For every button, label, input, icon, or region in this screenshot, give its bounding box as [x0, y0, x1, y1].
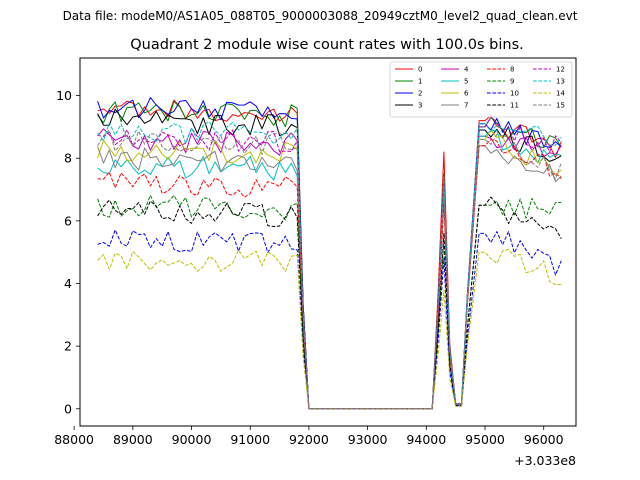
y-tick-label: 10 [56, 88, 72, 103]
series-line-13 [97, 121, 562, 410]
y-tick-label: 0 [64, 401, 72, 416]
series-line-4 [97, 128, 562, 410]
y-tick-label: 4 [64, 276, 72, 291]
y-tick-label: 6 [64, 213, 72, 228]
legend-label-11: 11 [510, 102, 519, 110]
legend-label-12: 12 [556, 66, 565, 74]
legend-label-15: 15 [556, 102, 565, 110]
series-line-6 [97, 129, 562, 410]
chart-title: Quadrant 2 module wise count rates with … [130, 37, 524, 53]
x-tick-label: 91000 [230, 432, 270, 447]
x-tick-label: 90000 [172, 432, 212, 447]
series-line-3 [97, 108, 562, 410]
y-tick-label: 8 [64, 151, 72, 166]
x-offset-label: +3.033e8 [514, 453, 576, 468]
series-line-1 [97, 101, 562, 410]
legend-label-6: 6 [464, 90, 469, 98]
y-tick-label: 2 [64, 339, 72, 354]
legend-label-7: 7 [464, 102, 468, 110]
series-line-10 [97, 229, 562, 410]
series-line-15 [97, 129, 562, 410]
series-line-14 [97, 248, 562, 410]
axes-frame [79, 57, 577, 427]
x-tick-label: 92000 [289, 432, 329, 447]
x-tick-label: 94000 [406, 432, 446, 447]
series-line-12 [97, 116, 562, 410]
series-layer [97, 97, 562, 410]
legend-label-13: 13 [556, 78, 565, 86]
legend-label-1: 1 [418, 78, 422, 86]
x-axis: 88000 89000 90000 91000 92000 93000 94000 95000… [54, 426, 564, 447]
series-line-0 [97, 99, 562, 410]
legend-box [389, 61, 573, 118]
series-line-7 [97, 145, 562, 410]
chart-suptitle: Data file: modeM0/AS1A05_088T05_90000030… [63, 9, 578, 23]
x-tick-label: 89000 [113, 432, 153, 447]
legend-label-4: 4 [464, 66, 469, 74]
legend-label-9: 9 [510, 78, 514, 86]
x-tick-label: 88000 [54, 432, 94, 447]
legend-label-5: 5 [464, 78, 468, 86]
y-axis: 0 2 4 6 8 10 [56, 88, 80, 416]
series-line-5 [97, 129, 562, 410]
series-line-2 [97, 97, 562, 410]
x-tick-label: 95000 [465, 432, 505, 447]
series-line-8 [97, 139, 562, 410]
legend-label-10: 10 [510, 90, 519, 98]
series-line-11 [97, 196, 562, 410]
legend-label-2: 2 [418, 90, 422, 98]
legend-label-8: 8 [510, 66, 514, 74]
legend-label-3: 3 [418, 102, 422, 110]
x-tick-label: 96000 [524, 432, 564, 447]
x-tick-label: 93000 [348, 432, 388, 447]
legend-label-14: 14 [556, 90, 565, 98]
legend-label-0: 0 [418, 66, 422, 74]
series-line-9 [97, 194, 562, 410]
